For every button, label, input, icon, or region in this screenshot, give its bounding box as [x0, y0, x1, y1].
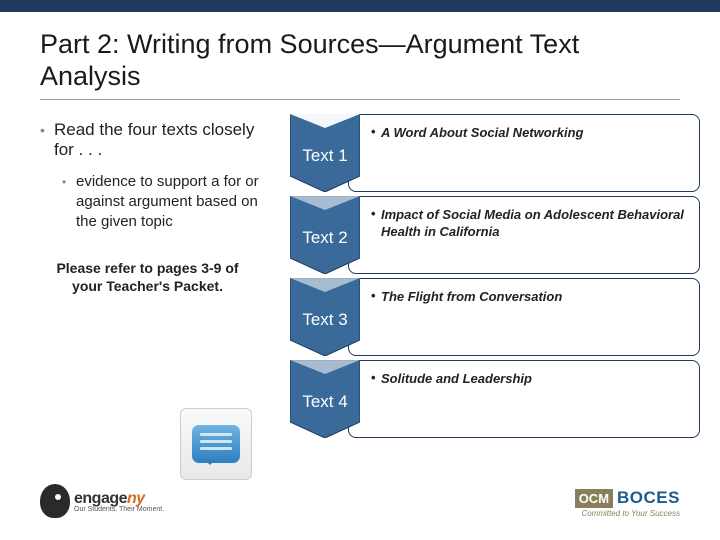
content-area: Read the four texts closely for . . . ev…	[0, 110, 720, 442]
engage-head-icon	[40, 484, 70, 518]
engage-ny-logo: engageny Our Students. Their Moment.	[40, 484, 164, 518]
engage-tagline: Our Students. Their Moment.	[74, 506, 164, 513]
chevron-label-3: Text 3	[290, 304, 360, 330]
chevron-1: Text 1	[290, 114, 360, 192]
text-item-2: Text 2 Impact of Social Media on Adolesc…	[290, 196, 700, 274]
desc-text-1: A Word About Social Networking	[371, 121, 583, 142]
left-column: Read the four texts closely for . . . ev…	[40, 110, 290, 442]
desc-text-4: Solitude and Leadership	[371, 367, 532, 388]
desc-box-2: Impact of Social Media on Adolescent Beh…	[348, 196, 700, 274]
desc-box-4: Solitude and Leadership	[348, 360, 700, 438]
bullet-list: evidence to support a for or against arg…	[40, 172, 275, 233]
desc-text-3: The Flight from Conversation	[371, 285, 562, 306]
boces-logo: OCM BOCES Committed to Your Success	[575, 488, 680, 518]
boces-prefix: OCM	[575, 489, 613, 508]
chat-bubble-icon	[192, 425, 240, 463]
text-item-1: Text 1 A Word About Social Networking	[290, 114, 700, 192]
chevron-2: Text 2	[290, 196, 360, 274]
chevron-3: Text 3	[290, 278, 360, 356]
chevron-label-4: Text 4	[290, 386, 360, 412]
boces-word: BOCES	[617, 488, 680, 508]
engage-ny-word: ny	[127, 490, 145, 507]
chevron-label-1: Text 1	[290, 140, 360, 166]
desc-box-3: The Flight from Conversation	[348, 278, 700, 356]
slide-title: Part 2: Writing from Sources—Argument Te…	[0, 12, 720, 99]
intro-text: Read the four texts closely for . . .	[40, 120, 275, 160]
desc-text-2: Impact of Social Media on Adolescent Beh…	[371, 203, 689, 241]
boces-tagline: Committed to Your Success	[575, 509, 680, 518]
right-column: Text 1 A Word About Social Networking Te…	[290, 110, 700, 442]
refer-note: Please refer to pages 3-9 of your Teache…	[40, 259, 275, 297]
text-item-3: Text 3 The Flight from Conversation	[290, 278, 700, 356]
engage-word: engage	[74, 490, 127, 507]
title-underline	[40, 99, 680, 100]
desc-box-1: A Word About Social Networking	[348, 114, 700, 192]
top-bar	[0, 0, 720, 12]
chat-icon	[180, 408, 252, 480]
text-item-4: Text 4 Solitude and Leadership	[290, 360, 700, 438]
footer: engageny Our Students. Their Moment. OCM…	[0, 484, 720, 518]
sub-bullet: evidence to support a for or against arg…	[62, 172, 275, 233]
chevron-label-2: Text 2	[290, 222, 360, 248]
chevron-4: Text 4	[290, 360, 360, 438]
boces-main: OCM BOCES	[575, 488, 680, 508]
